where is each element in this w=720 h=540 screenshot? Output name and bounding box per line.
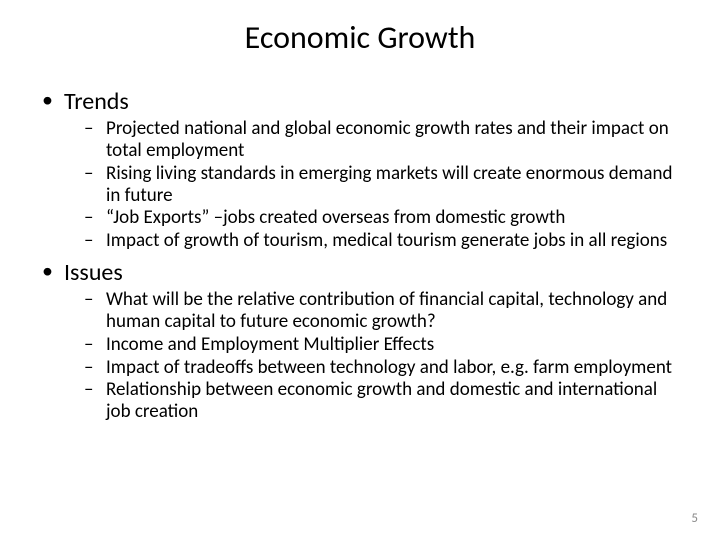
- list-item: Income and Employment Multiplier Effects: [64, 334, 684, 356]
- section-heading: Issues: [64, 258, 123, 287]
- list-item: Impact of growth of tourism, medical tou…: [64, 230, 684, 252]
- list-item: Projected national and global economic g…: [64, 118, 684, 162]
- list-item: Relationship between economic growth and…: [64, 379, 684, 423]
- list-item: Rising living standards in emerging mark…: [64, 163, 684, 207]
- sub-list-trends: Projected national and global economic g…: [64, 118, 684, 252]
- slide-title: Economic Growth: [36, 18, 684, 57]
- page-number: 5: [691, 511, 698, 526]
- section-trends: Trends Projected national and global eco…: [36, 87, 684, 252]
- list-item: “Job Exports” –jobs created overseas fro…: [64, 207, 684, 229]
- list-item: What will be the relative contribution o…: [64, 289, 684, 333]
- sub-list-issues: What will be the relative contribution o…: [64, 289, 684, 423]
- section-issues: Issues What will be the relative contrib…: [36, 258, 684, 423]
- list-item: Impact of tradeoffs between technology a…: [64, 357, 684, 379]
- bullet-list: Trends Projected national and global eco…: [36, 87, 684, 423]
- section-heading: Trends: [64, 87, 129, 116]
- slide: Economic Growth Trends Projected nationa…: [0, 0, 720, 540]
